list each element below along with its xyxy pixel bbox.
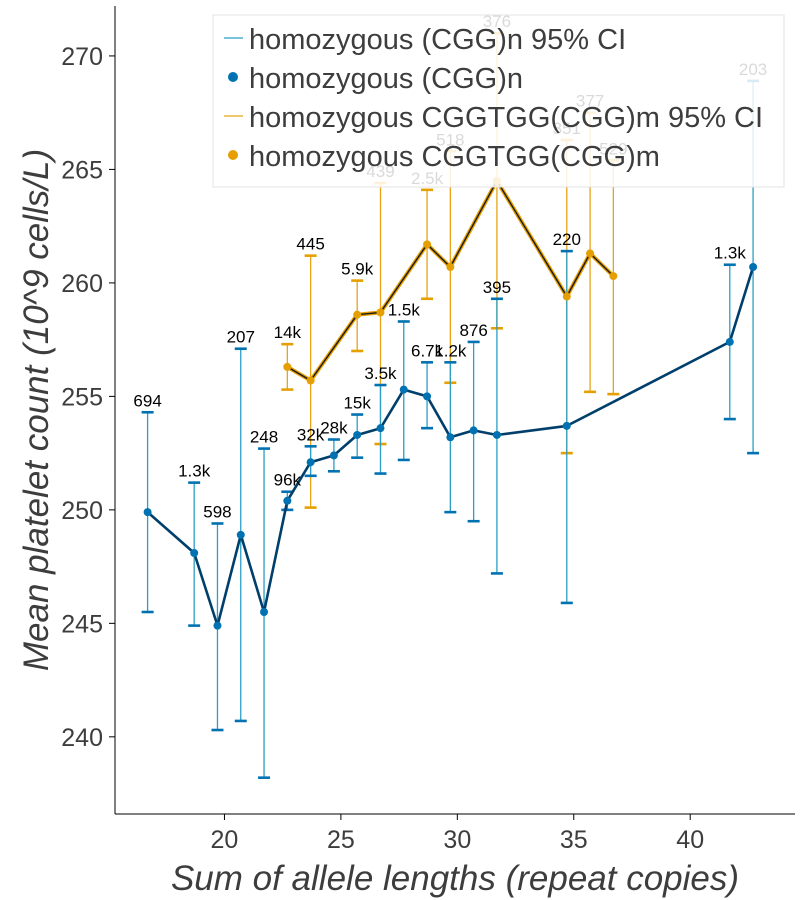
y-tick-label: 255 xyxy=(61,383,103,411)
x-axis-title: Sum of allele lengths (repeat copies) xyxy=(171,859,739,898)
series-lines xyxy=(146,178,755,627)
series-line-cgg xyxy=(146,266,755,627)
n-label-cgg: 28k xyxy=(320,419,348,438)
y-tick-label: 270 xyxy=(61,43,103,71)
legend-marker-swatch xyxy=(228,72,238,82)
x-tick-label: 25 xyxy=(327,826,355,854)
y-tick-label: 265 xyxy=(61,156,103,184)
n-label-cggtgg: 445 xyxy=(296,235,324,254)
point-cgg xyxy=(329,451,338,460)
n-label-cgg: 6.7k xyxy=(411,341,444,360)
point-cgg xyxy=(469,426,478,435)
x-tick-label: 35 xyxy=(560,826,588,854)
axes: 20 25 30 35 40 240 245 250 255 260 265 270 xyxy=(61,6,795,854)
point-cggtgg xyxy=(283,362,292,371)
y-axis-title: Mean platelet count (10^9 cells/L) xyxy=(17,149,56,671)
point-cggtgg xyxy=(353,310,362,319)
point-cgg xyxy=(283,496,292,505)
point-cggtgg xyxy=(423,240,432,249)
n-label-cgg: 220 xyxy=(553,230,581,249)
n-label-cggtgg: 5.9k xyxy=(341,260,374,279)
point-cgg xyxy=(353,430,362,439)
legend-label: homozygous (CGG)n 95% CI xyxy=(249,24,626,56)
point-cggtgg xyxy=(562,292,571,301)
point-cgg xyxy=(492,430,501,439)
x-tick-label: 30 xyxy=(443,826,471,854)
n-label-cgg: 395 xyxy=(483,278,511,297)
y-tick-label: 250 xyxy=(61,497,103,525)
n-label-cgg: 1.3k xyxy=(714,244,747,263)
point-cgg xyxy=(213,621,222,630)
legend: homozygous (CGG)n 95% CI homozygous (CGG)… xyxy=(212,14,785,188)
point-cgg xyxy=(236,530,245,539)
y-tick-label: 260 xyxy=(61,270,103,298)
point-cgg xyxy=(446,433,455,442)
n-label-cgg: 248 xyxy=(250,428,278,447)
point-cggtgg xyxy=(306,376,315,385)
point-cgg xyxy=(725,337,734,346)
series-line-cggtgg xyxy=(286,180,614,382)
x-tick-label: 20 xyxy=(211,826,239,854)
legend-label: homozygous (CGG)n xyxy=(249,63,523,95)
point-cgg xyxy=(749,263,758,272)
point-cgg xyxy=(260,608,269,616)
point-cgg xyxy=(143,508,152,517)
n-label-cgg: 207 xyxy=(227,328,255,347)
n-label-cgg: 598 xyxy=(203,502,231,521)
n-label-cgg: 1.2k xyxy=(434,341,467,360)
point-cgg xyxy=(399,385,408,394)
n-label-cgg: 1.3k xyxy=(178,462,211,481)
n-label-cgg: 15k xyxy=(343,394,371,413)
legend-box xyxy=(212,14,785,188)
n-label-cgg: 694 xyxy=(133,391,161,410)
point-cgg xyxy=(423,392,432,401)
legend-marker-swatch xyxy=(228,150,238,160)
point-cggtgg xyxy=(609,272,618,281)
x-tick-label: 40 xyxy=(676,826,704,854)
n-label-cgg: 876 xyxy=(459,321,487,340)
point-cgg xyxy=(376,424,385,433)
legend-label: homozygous CGGTGG(CGG)m 95% CI xyxy=(249,102,763,134)
point-cgg xyxy=(190,548,199,557)
n-label-cgg: 1.5k xyxy=(388,300,421,319)
point-cgg xyxy=(306,458,315,467)
n-label-cggtgg: 14k xyxy=(274,323,302,342)
n-label-cgg: 96k xyxy=(274,471,302,490)
point-cggtgg xyxy=(586,249,595,258)
n-label-cgg: 32k xyxy=(297,425,325,444)
point-cgg xyxy=(562,421,571,430)
n-label-cgg: 3.5k xyxy=(364,364,397,383)
y-tick-label: 245 xyxy=(61,610,103,638)
y-tick-label: 240 xyxy=(61,724,103,752)
legend-label: homozygous CGGTGG(CGG)m xyxy=(249,141,660,173)
point-cggtgg xyxy=(376,308,385,317)
point-cggtgg xyxy=(446,263,455,272)
